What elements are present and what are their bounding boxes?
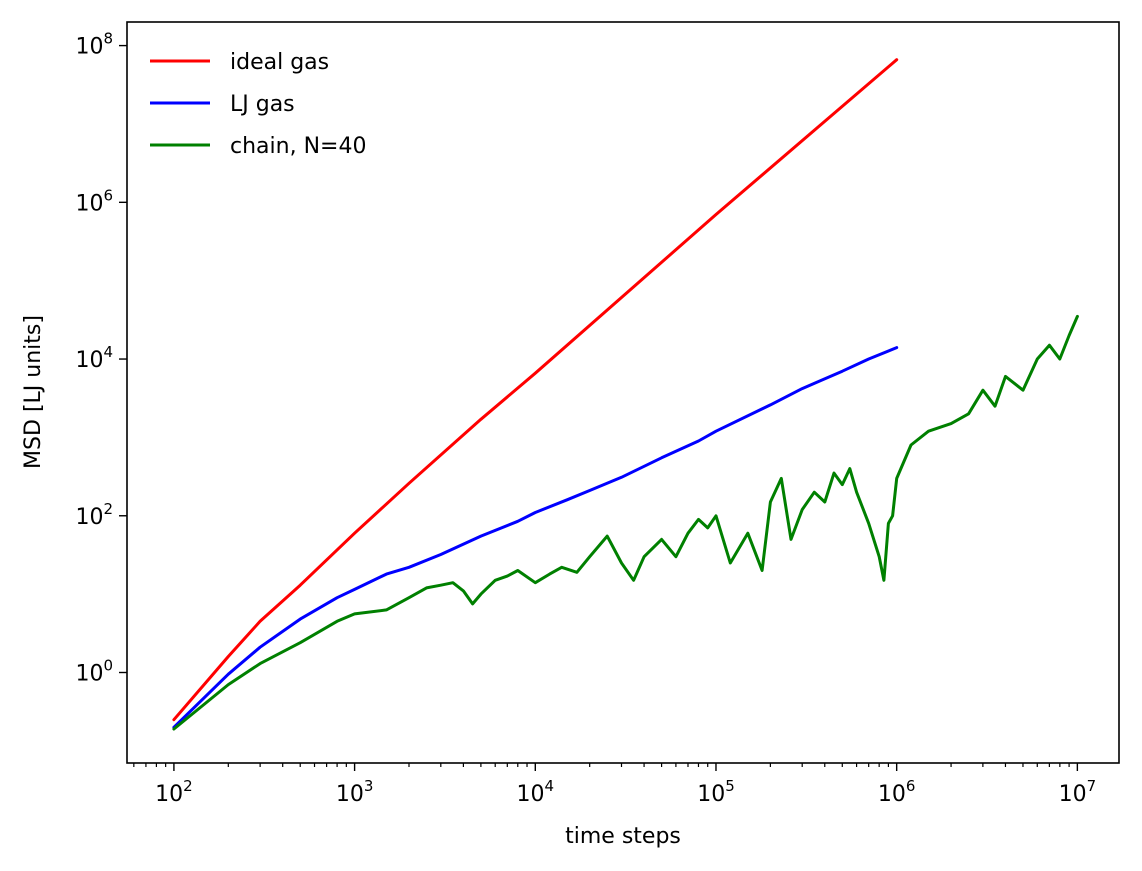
series-line-ideal-gas bbox=[172, 58, 899, 722]
x-axis-label: time steps bbox=[565, 824, 681, 849]
x-tick-label-exponent: 3 bbox=[364, 777, 374, 795]
plot-frame bbox=[126, 21, 1120, 764]
x-tick-label-exponent: 6 bbox=[906, 777, 916, 795]
plot-area bbox=[126, 21, 1120, 764]
y-tick-label-exponent: 4 bbox=[103, 343, 113, 361]
x-tick-label-base: 10 bbox=[878, 782, 906, 807]
x-tick-label: 104 bbox=[517, 777, 555, 807]
x-tick-label-base: 10 bbox=[336, 782, 364, 807]
x-tick-label-exponent: 4 bbox=[545, 777, 555, 795]
x-tick-label-base: 10 bbox=[517, 782, 545, 807]
y-tick-label-base: 10 bbox=[75, 191, 103, 216]
y-tick-label: 104 bbox=[75, 343, 113, 373]
x-tick-label-exponent: 2 bbox=[183, 777, 193, 795]
y-tick-label-exponent: 8 bbox=[103, 30, 113, 48]
y-tick-label-exponent: 6 bbox=[103, 186, 113, 204]
x-tick-label-base: 10 bbox=[155, 782, 183, 807]
x-tick-label: 105 bbox=[697, 777, 735, 807]
x-tick-label: 102 bbox=[155, 777, 193, 807]
y-tick-label-base: 10 bbox=[75, 505, 103, 530]
y-axis-label: MSD [LJ units] bbox=[21, 315, 46, 469]
x-tick-label-base: 10 bbox=[1059, 782, 1087, 807]
legend-label: chain, N=40 bbox=[230, 134, 366, 159]
y-tick-label-base: 10 bbox=[75, 348, 103, 373]
y-tick-label-exponent: 2 bbox=[103, 500, 113, 518]
x-tick-label: 103 bbox=[336, 777, 374, 807]
y-tick-label: 108 bbox=[75, 30, 113, 60]
y-tick-label: 106 bbox=[75, 186, 113, 216]
y-tick-label-base: 10 bbox=[75, 35, 103, 60]
x-axis: 102 103 104 105 106 107 bbox=[133, 763, 1097, 807]
x-tick-label: 107 bbox=[1059, 777, 1097, 807]
y-tick-label-exponent: 0 bbox=[103, 656, 113, 674]
series-layer bbox=[172, 58, 1079, 731]
legend-label: LJ gas bbox=[230, 92, 295, 117]
series-line-lj-gas bbox=[172, 346, 899, 729]
x-tick-label-exponent: 7 bbox=[1087, 777, 1097, 795]
y-tick-label-base: 10 bbox=[75, 661, 103, 686]
x-tick-label-exponent: 5 bbox=[725, 777, 735, 795]
legend-label: ideal gas bbox=[230, 50, 329, 75]
y-tick-label: 100 bbox=[75, 656, 113, 686]
series-line-chain-n-40 bbox=[172, 314, 1079, 731]
x-tick-label-base: 10 bbox=[697, 782, 725, 807]
x-tick-label: 106 bbox=[878, 777, 916, 807]
y-tick-label: 102 bbox=[75, 500, 113, 530]
legend: ideal gas LJ gas chain, N=40 bbox=[150, 50, 366, 159]
